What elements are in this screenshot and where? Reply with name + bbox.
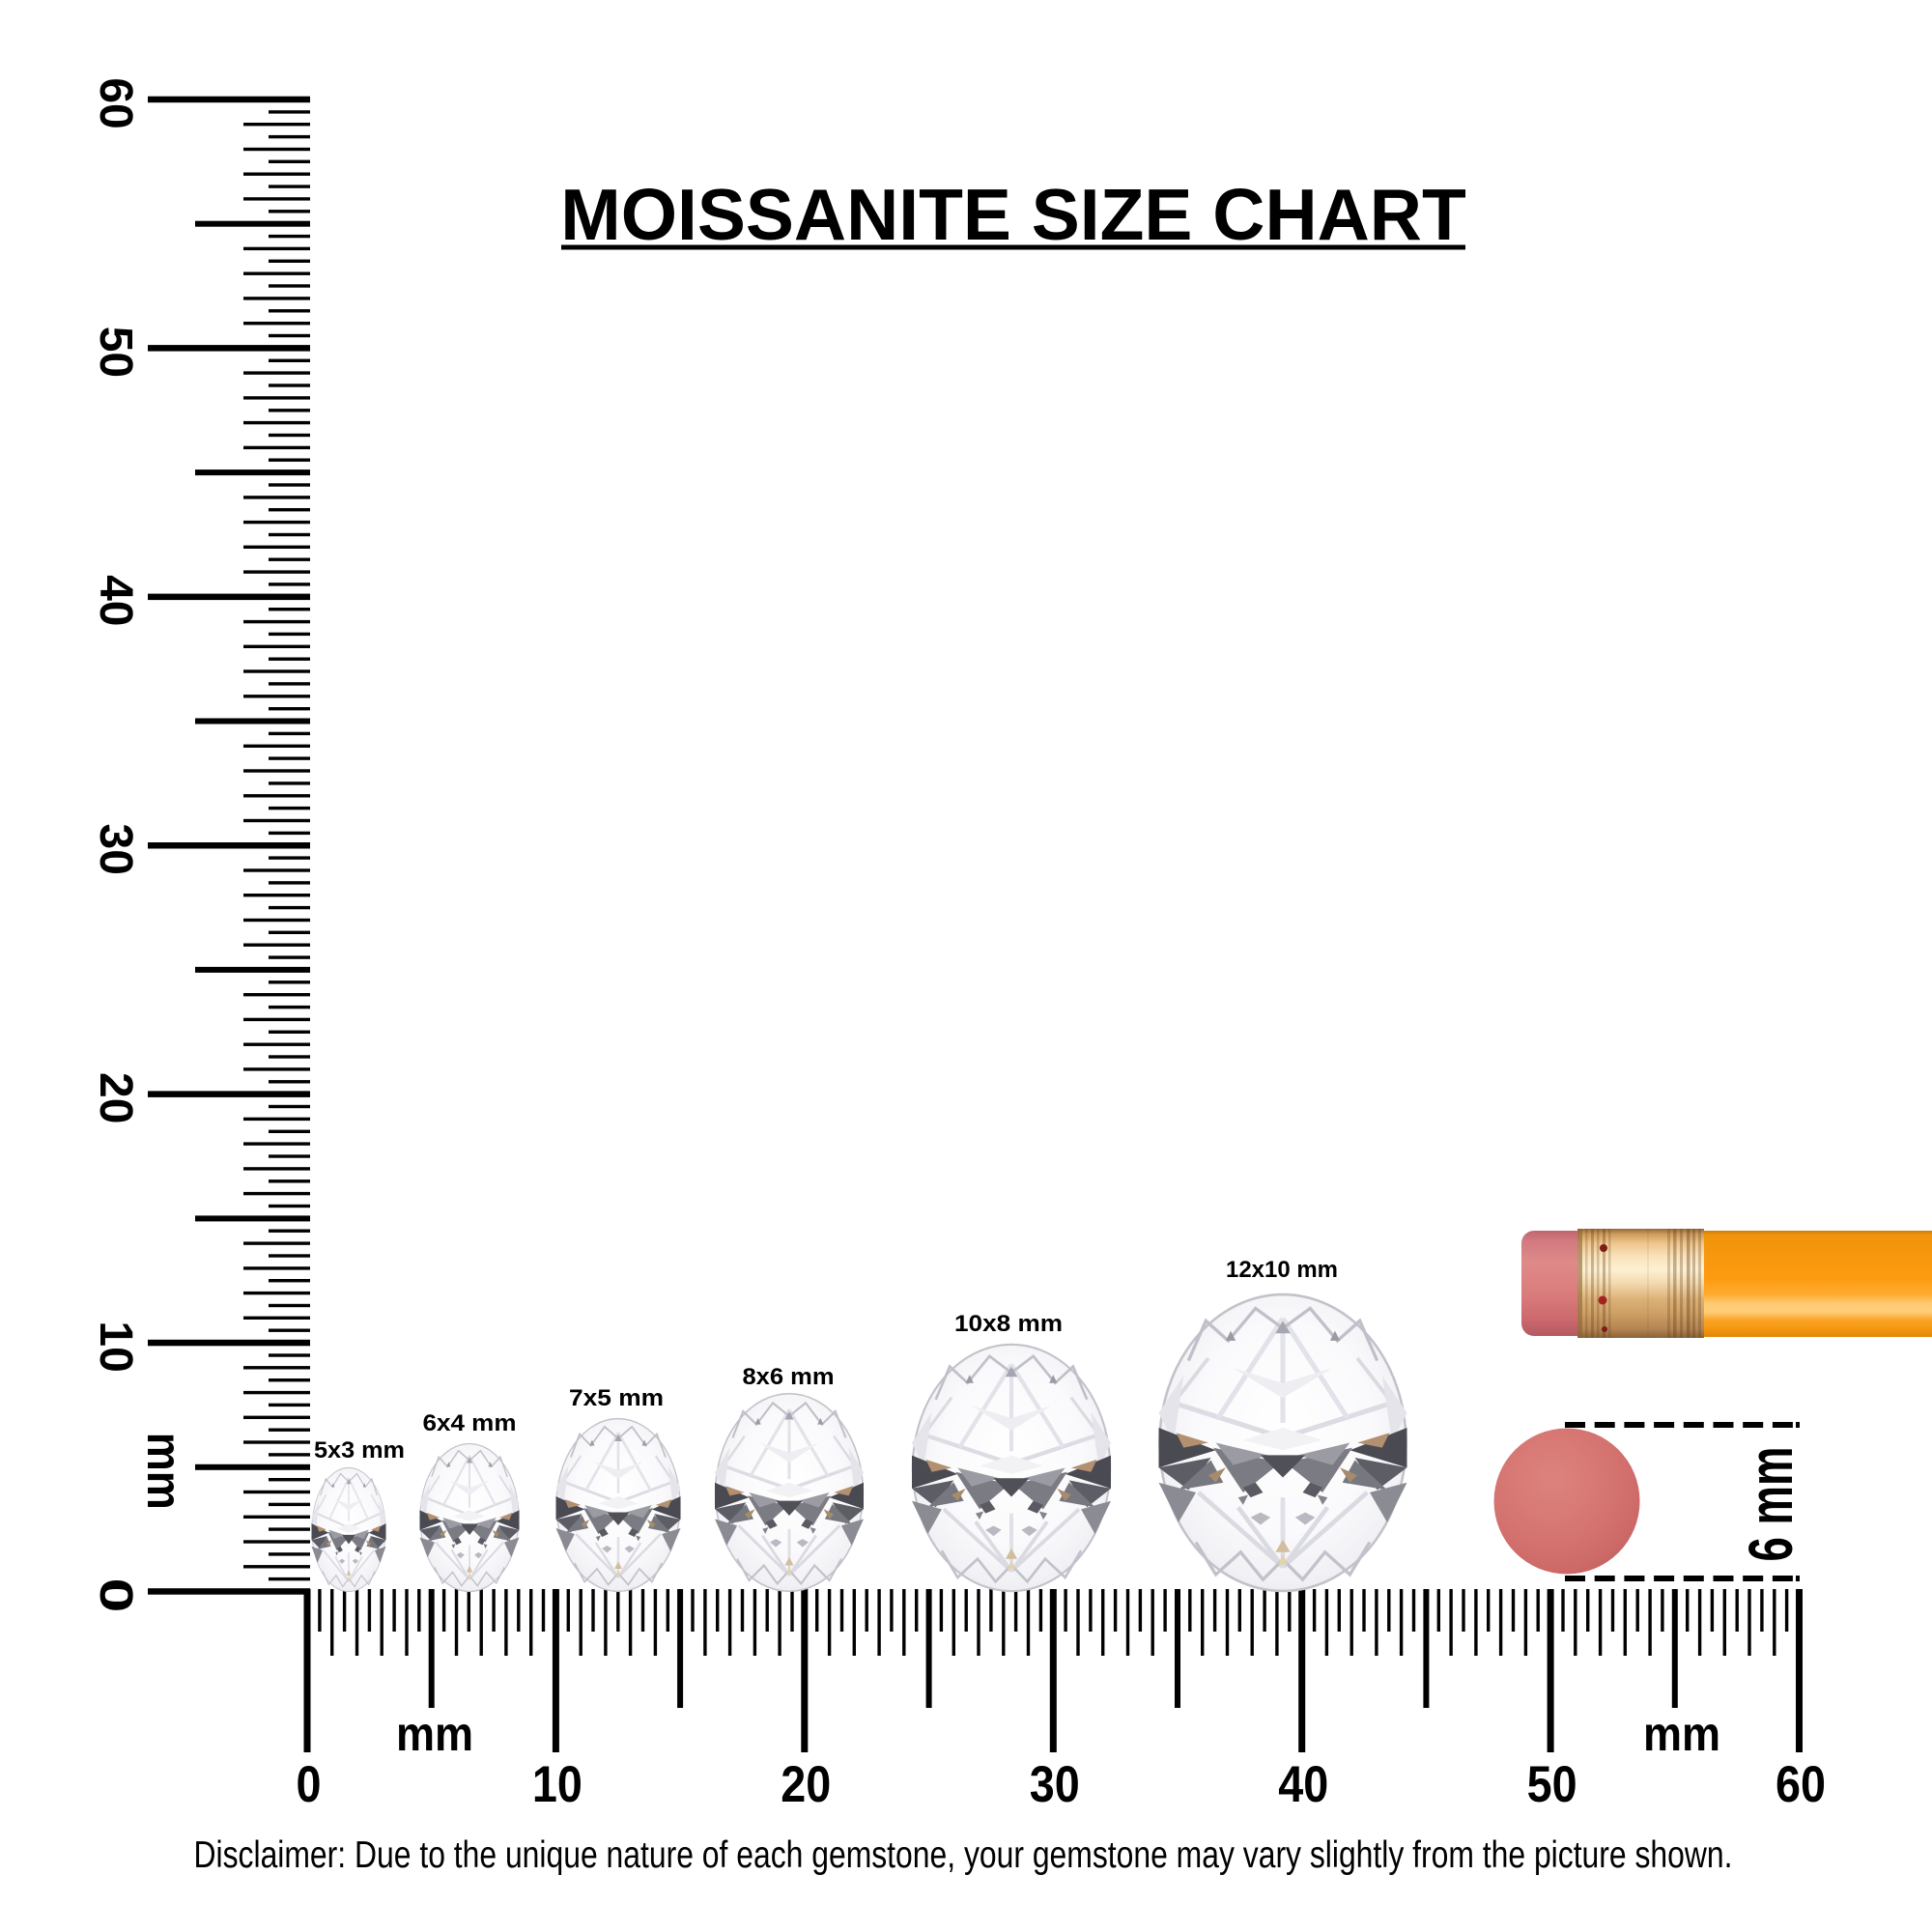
- svg-text:MOISSANITE SIZE CHART: MOISSANITE SIZE CHART: [560, 174, 1466, 255]
- svg-text:30: 30: [1030, 1756, 1080, 1813]
- svg-text:10x8 mm: 10x8 mm: [954, 1311, 1063, 1337]
- svg-text:40: 40: [1278, 1756, 1328, 1813]
- svg-text:5x3 mm: 5x3 mm: [314, 1437, 405, 1463]
- svg-text:mm: mm: [396, 1707, 473, 1761]
- svg-text:Disclaimer: Due to the unique: Disclaimer: Due to the unique nature of …: [194, 1834, 1733, 1876]
- svg-text:60: 60: [90, 77, 141, 128]
- svg-text:10: 10: [90, 1321, 141, 1372]
- svg-text:6 mm: 6 mm: [1736, 1447, 1805, 1562]
- svg-text:50: 50: [1527, 1756, 1577, 1813]
- svg-text:20: 20: [781, 1756, 831, 1813]
- svg-text:0: 0: [90, 1578, 141, 1613]
- svg-text:0: 0: [297, 1756, 322, 1813]
- svg-text:8x6 mm: 8x6 mm: [743, 1364, 835, 1390]
- svg-text:7x5 mm: 7x5 mm: [569, 1385, 664, 1411]
- svg-text:50: 50: [90, 327, 141, 378]
- svg-text:mm: mm: [1643, 1707, 1720, 1761]
- svg-text:12x10 mm: 12x10 mm: [1226, 1257, 1338, 1283]
- svg-text:60: 60: [1776, 1756, 1826, 1813]
- svg-text:mm: mm: [137, 1433, 191, 1510]
- svg-text:20: 20: [90, 1072, 141, 1123]
- svg-text:6x4 mm: 6x4 mm: [423, 1410, 517, 1436]
- svg-text:10: 10: [532, 1756, 582, 1813]
- svg-text:40: 40: [90, 575, 141, 626]
- svg-text:30: 30: [90, 824, 141, 875]
